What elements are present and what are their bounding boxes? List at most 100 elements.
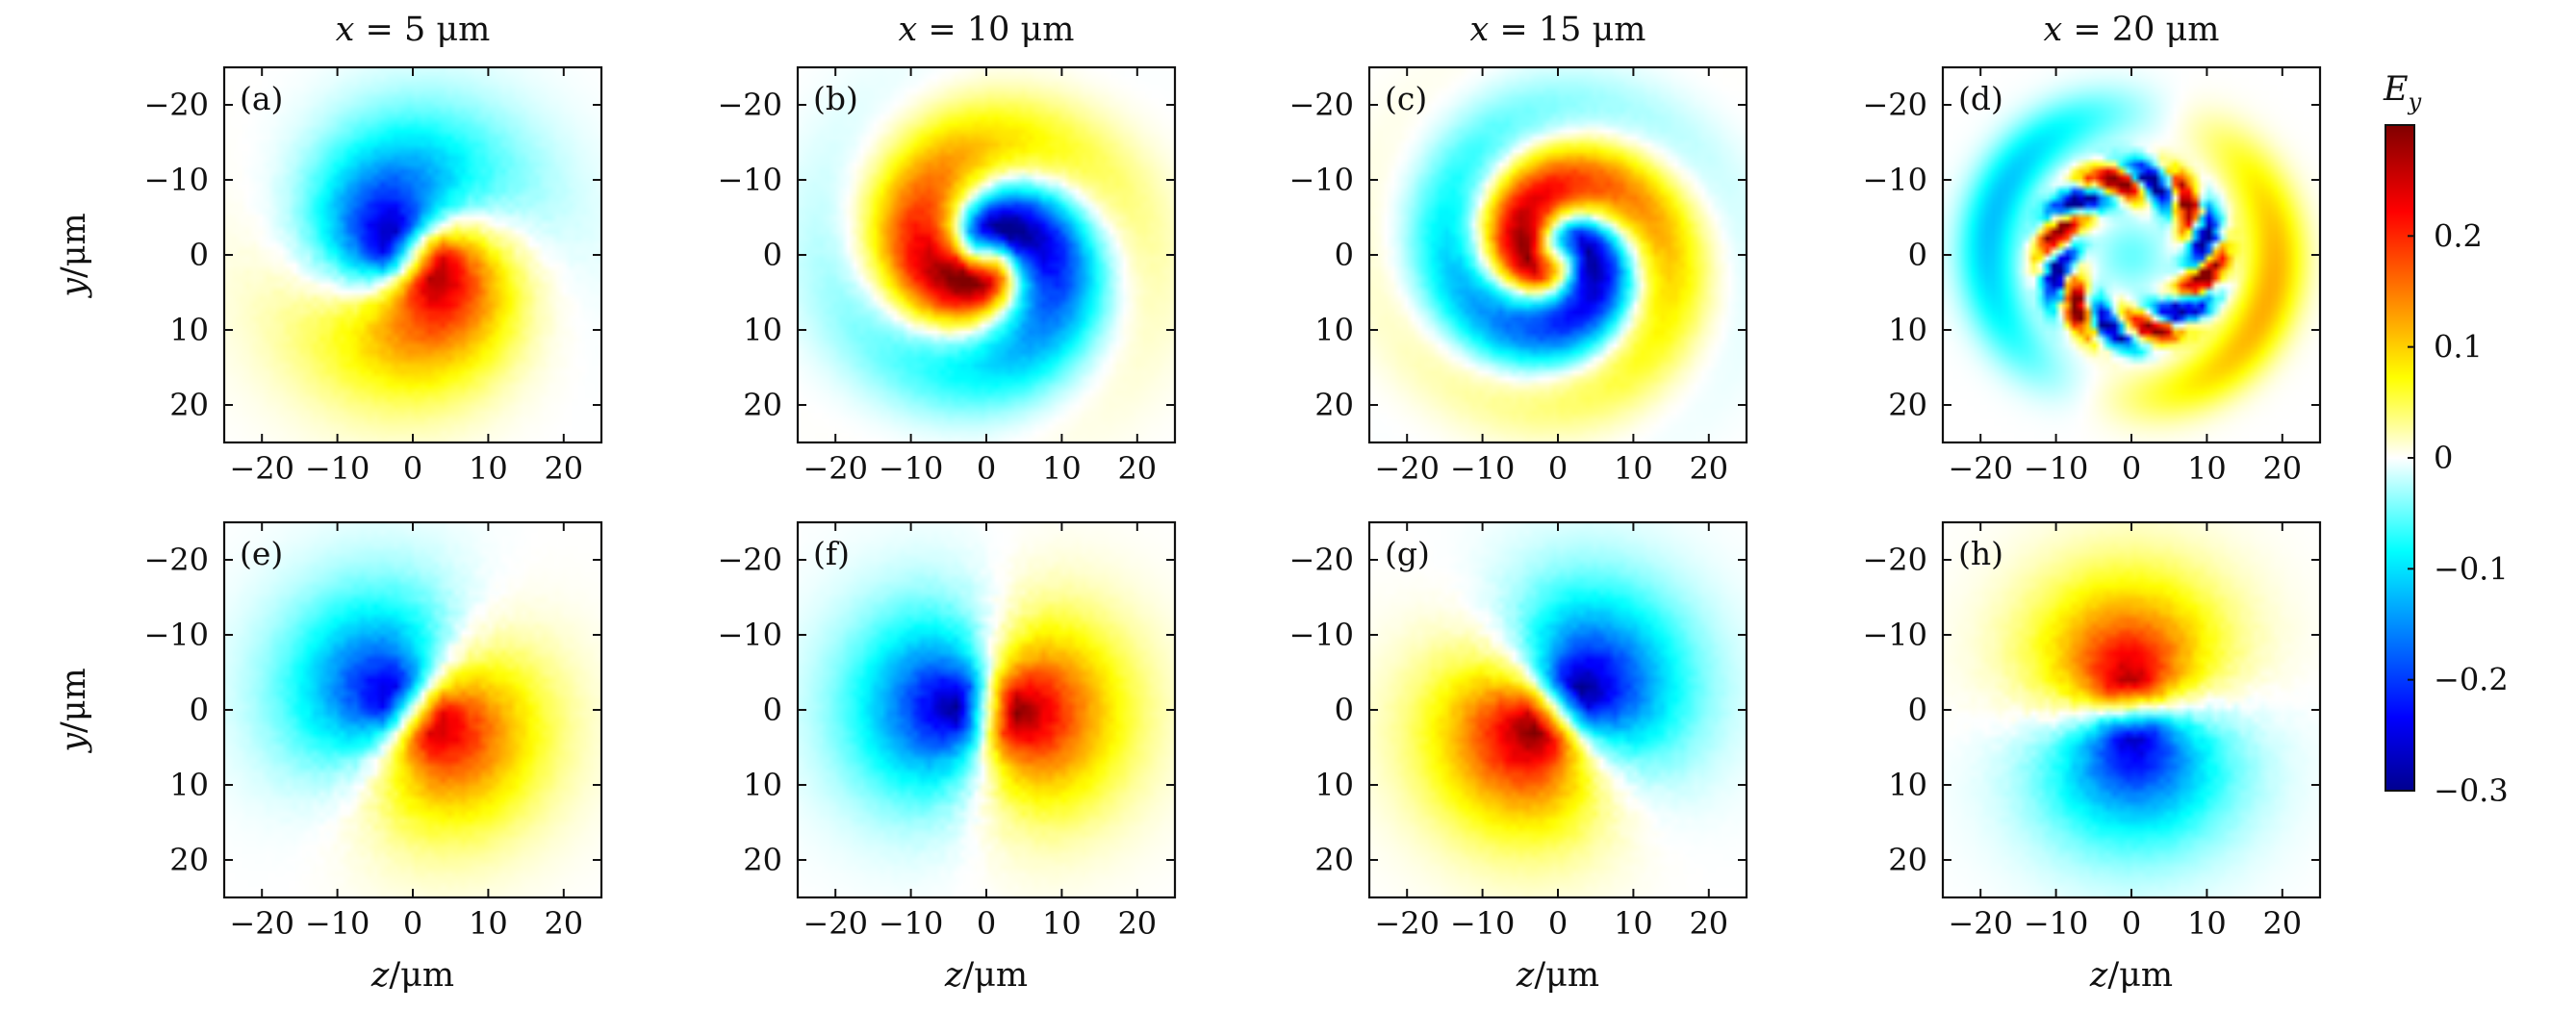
panel-c: −20 −10 0 10 20 −20 −10 0 10 20 (c) xyxy=(1288,65,1748,487)
panel-b: −20 −10 0 10 20 −20 −10 0 10 20 (b) xyxy=(717,65,1177,487)
x-tick-label: 0 xyxy=(2122,450,2141,487)
colorbar: Ey −0.3 −0.2 −0.1 0 0.1 0.2 xyxy=(2383,70,2509,809)
panel-a: −20 −10 0 10 20 −20 −10 0 10 20 (a) y/μm xyxy=(55,65,603,487)
y-tick-label: −20 xyxy=(143,87,209,123)
y-tick-label: 10 xyxy=(743,767,782,803)
y-tick-label: 0 xyxy=(190,237,209,273)
x-tick-label: −20 xyxy=(229,905,294,942)
y-tick-label: −20 xyxy=(143,542,209,578)
x-tick-label: −20 xyxy=(229,450,294,487)
x-tick-label: 0 xyxy=(977,450,996,487)
heatmap-image xyxy=(224,67,601,442)
column-title-value: = 5 μm xyxy=(354,11,490,49)
x-tick-label: −10 xyxy=(2024,450,2089,487)
y-axis-label: y/μm xyxy=(55,668,93,754)
colorbar-ticks: −0.3 −0.2 −0.1 0 0.1 0.2 xyxy=(2408,217,2509,809)
y-tick-label: −10 xyxy=(143,162,209,198)
y-tick-label: 20 xyxy=(743,842,782,878)
y-tick-label: 10 xyxy=(743,312,782,348)
y-tick-label: −20 xyxy=(717,87,782,123)
x-tick-label: 10 xyxy=(2187,450,2227,487)
heatmap-image xyxy=(224,522,601,897)
colorbar-tick-label: 0.2 xyxy=(2434,217,2483,254)
panel-label: (b) xyxy=(813,80,858,117)
y-tick-label: 20 xyxy=(1314,387,1354,423)
colorbar-tick-label: −0.2 xyxy=(2434,662,2509,698)
heatmap-image xyxy=(1943,67,2320,442)
y-tick-label: −10 xyxy=(1862,617,1927,653)
panel-d: −20 −10 0 10 20 −20 −10 0 10 20 (d) xyxy=(1862,65,2322,487)
colorbar-label: Ey xyxy=(2383,70,2422,115)
panel-h: −20 −10 0 10 20 −20 −10 0 10 20 (h) z/μm xyxy=(1862,520,2322,995)
x-tick-label: 0 xyxy=(2122,905,2141,942)
x-tick-label: 10 xyxy=(469,450,508,487)
x-tick-label: 20 xyxy=(544,905,583,942)
y-tick-label: 10 xyxy=(169,312,209,348)
x-tick-label: −20 xyxy=(1374,905,1440,942)
x-tick-label: 0 xyxy=(403,450,422,487)
x-tick-label: 20 xyxy=(1117,450,1157,487)
colorbar-tick-label: −0.3 xyxy=(2434,772,2509,809)
y-tick-label: −10 xyxy=(1288,162,1354,198)
y-tick-label: −20 xyxy=(717,542,782,578)
colorbar-tick-label: 0 xyxy=(2434,440,2453,476)
x-tick-label: −10 xyxy=(305,450,370,487)
panel-label: (d) xyxy=(1958,80,2003,117)
panel-f: −20 −10 0 10 20 −20 −10 0 10 20 (f) z/μm xyxy=(717,520,1177,995)
x-tick-label: 20 xyxy=(1689,450,1728,487)
column-titles: x = 5 μm x = 10 μm x = 15 μm x = 20 μm xyxy=(336,11,2220,49)
panel-label: (h) xyxy=(1958,535,2003,572)
x-tick-label: 20 xyxy=(2262,450,2302,487)
panel-label: (c) xyxy=(1385,80,1427,117)
heatmap-image xyxy=(1369,522,1747,897)
panel-label: (a) xyxy=(240,80,283,117)
y-tick-label: 0 xyxy=(1908,237,1927,273)
x-tick-label: 10 xyxy=(1042,905,1082,942)
x-axis-label: z/μm xyxy=(2089,956,2173,995)
x-axis-label: z/μm xyxy=(1516,956,1599,995)
y-tick-label: −10 xyxy=(143,617,209,653)
y-tick-label: 0 xyxy=(1335,692,1354,728)
x-tick-label: 20 xyxy=(2262,905,2302,942)
x-tick-label: 20 xyxy=(1117,905,1157,942)
y-tick-label: −20 xyxy=(1288,542,1354,578)
y-tick-label: 0 xyxy=(763,692,782,728)
x-tick-label: 10 xyxy=(2187,905,2227,942)
y-tick-label: 20 xyxy=(1314,842,1354,878)
x-tick-label: −10 xyxy=(1450,450,1516,487)
column-title-var: x xyxy=(336,11,355,49)
y-tick-label: 0 xyxy=(1908,692,1927,728)
x-tick-label: 10 xyxy=(1614,905,1653,942)
x-tick-label: −10 xyxy=(305,905,370,942)
x-axis-label: z/μm xyxy=(944,956,1028,995)
y-tick-label: 0 xyxy=(763,237,782,273)
colorbar-tick-label: 0.1 xyxy=(2434,329,2483,366)
y-tick-label: 20 xyxy=(169,387,209,423)
y-tick-label: 10 xyxy=(169,767,209,803)
x-tick-label: 0 xyxy=(977,905,996,942)
panel-label: (g) xyxy=(1385,535,1430,572)
y-tick-label: −10 xyxy=(717,617,782,653)
column-title-value: = 20 μm xyxy=(2062,11,2219,49)
x-tick-label: −20 xyxy=(803,450,868,487)
column-title: x = 15 μm xyxy=(1470,11,1646,49)
y-tick-label: 10 xyxy=(1888,312,1927,348)
x-tick-label: 20 xyxy=(1689,905,1728,942)
y-tick-label: −20 xyxy=(1862,87,1927,123)
x-tick-label: 10 xyxy=(469,905,508,942)
panel-label: (f) xyxy=(813,535,850,572)
x-tick-label: −10 xyxy=(879,905,944,942)
x-tick-label: 0 xyxy=(403,905,422,942)
heatmap-image xyxy=(798,522,1175,897)
x-tick-label: 10 xyxy=(1614,450,1653,487)
y-tick-label: 10 xyxy=(1314,767,1354,803)
y-tick-label: 20 xyxy=(743,387,782,423)
x-tick-label: 0 xyxy=(1548,450,1568,487)
y-tick-label: 20 xyxy=(1888,387,1927,423)
x-tick-label: 10 xyxy=(1042,450,1082,487)
heatmap-image xyxy=(1943,522,2320,897)
y-tick-label: 0 xyxy=(190,692,209,728)
y-tick-label: 10 xyxy=(1888,767,1927,803)
y-tick-label: −10 xyxy=(1288,617,1354,653)
